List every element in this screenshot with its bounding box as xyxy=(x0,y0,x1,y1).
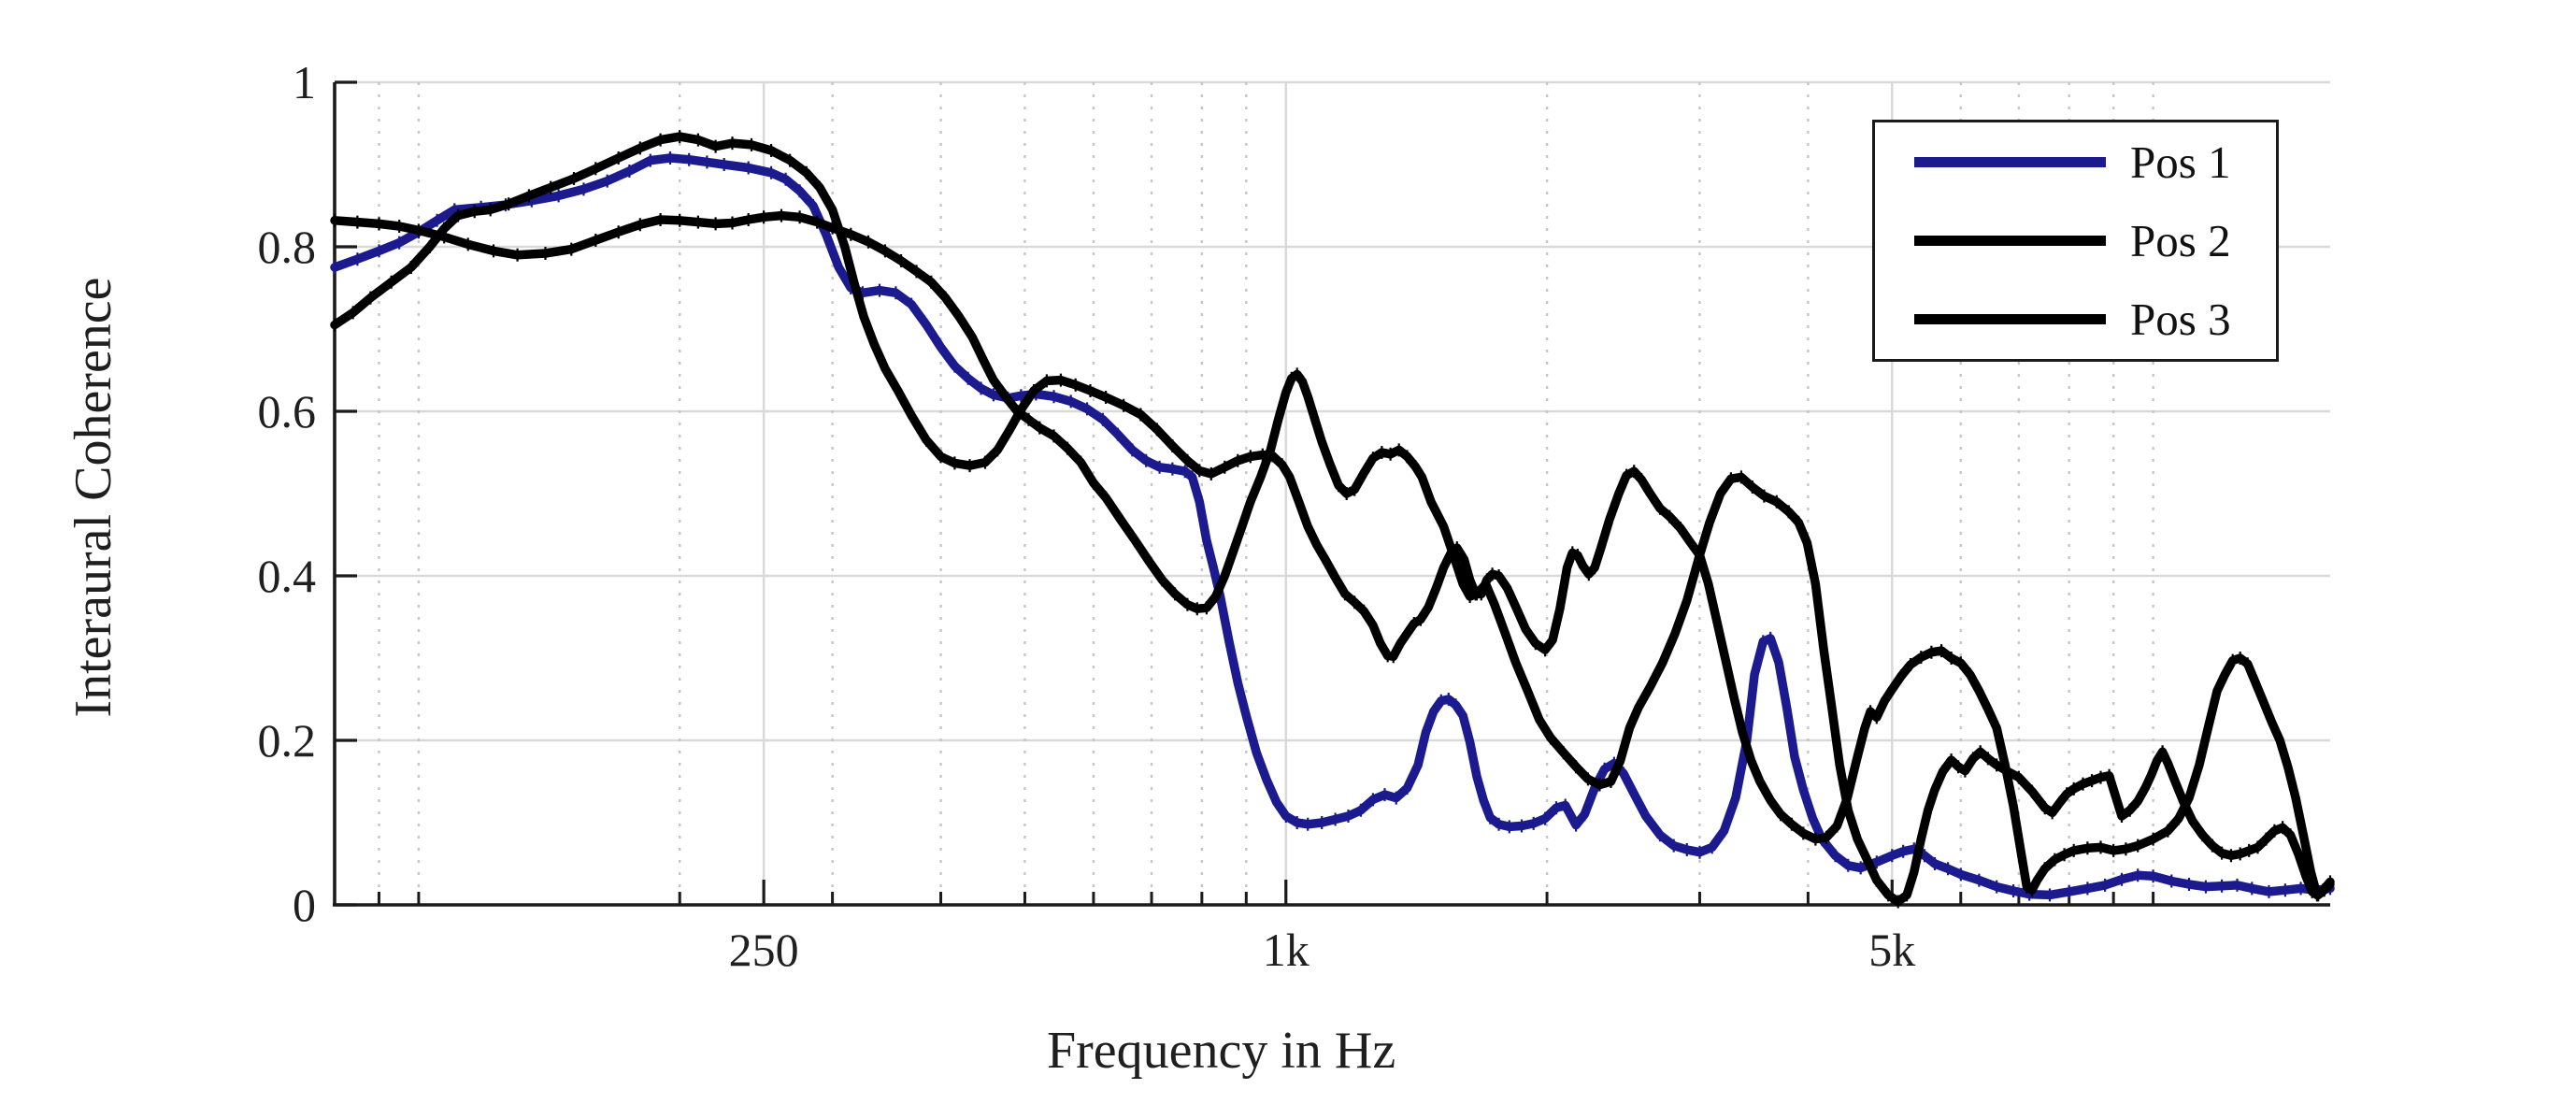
series-line-3 xyxy=(330,132,2335,900)
x-tick-label: 1k xyxy=(1262,924,1309,976)
legend-label-pos3: Pos 3 xyxy=(2130,294,2231,346)
legend-line-pos2 xyxy=(1914,235,2106,246)
legend-row-pos1: Pos 1 xyxy=(1875,124,2276,199)
legend-label-pos1: Pos 1 xyxy=(2130,136,2231,188)
y-tick-label: 0.2 xyxy=(257,714,317,767)
y-tick-label: 0.8 xyxy=(257,221,317,273)
legend: Pos 1 Pos 2 Pos 3 xyxy=(1872,120,2279,362)
legend-line-pos1 xyxy=(1914,156,2106,167)
y-tick-label: 0.6 xyxy=(257,385,317,437)
legend-row-pos3: Pos 3 xyxy=(1875,282,2276,357)
y-tick-label: 1 xyxy=(293,56,316,108)
y-tick-label: 0.4 xyxy=(257,550,317,602)
x-axis-label: Frequency in Hz xyxy=(1047,1022,1396,1080)
y-axis-label: Interaural Coherence xyxy=(64,277,122,718)
x-tick-label: 5k xyxy=(1868,924,1916,976)
x-tick-label: 250 xyxy=(728,924,799,976)
series-line-2 xyxy=(330,210,2335,907)
legend-row-pos2: Pos 2 xyxy=(1875,203,2276,278)
legend-line-pos3 xyxy=(1914,314,2106,325)
y-tick-label: 0 xyxy=(293,879,316,931)
series-line-1 xyxy=(330,153,2335,900)
legend-label-pos2: Pos 2 xyxy=(2130,214,2231,266)
